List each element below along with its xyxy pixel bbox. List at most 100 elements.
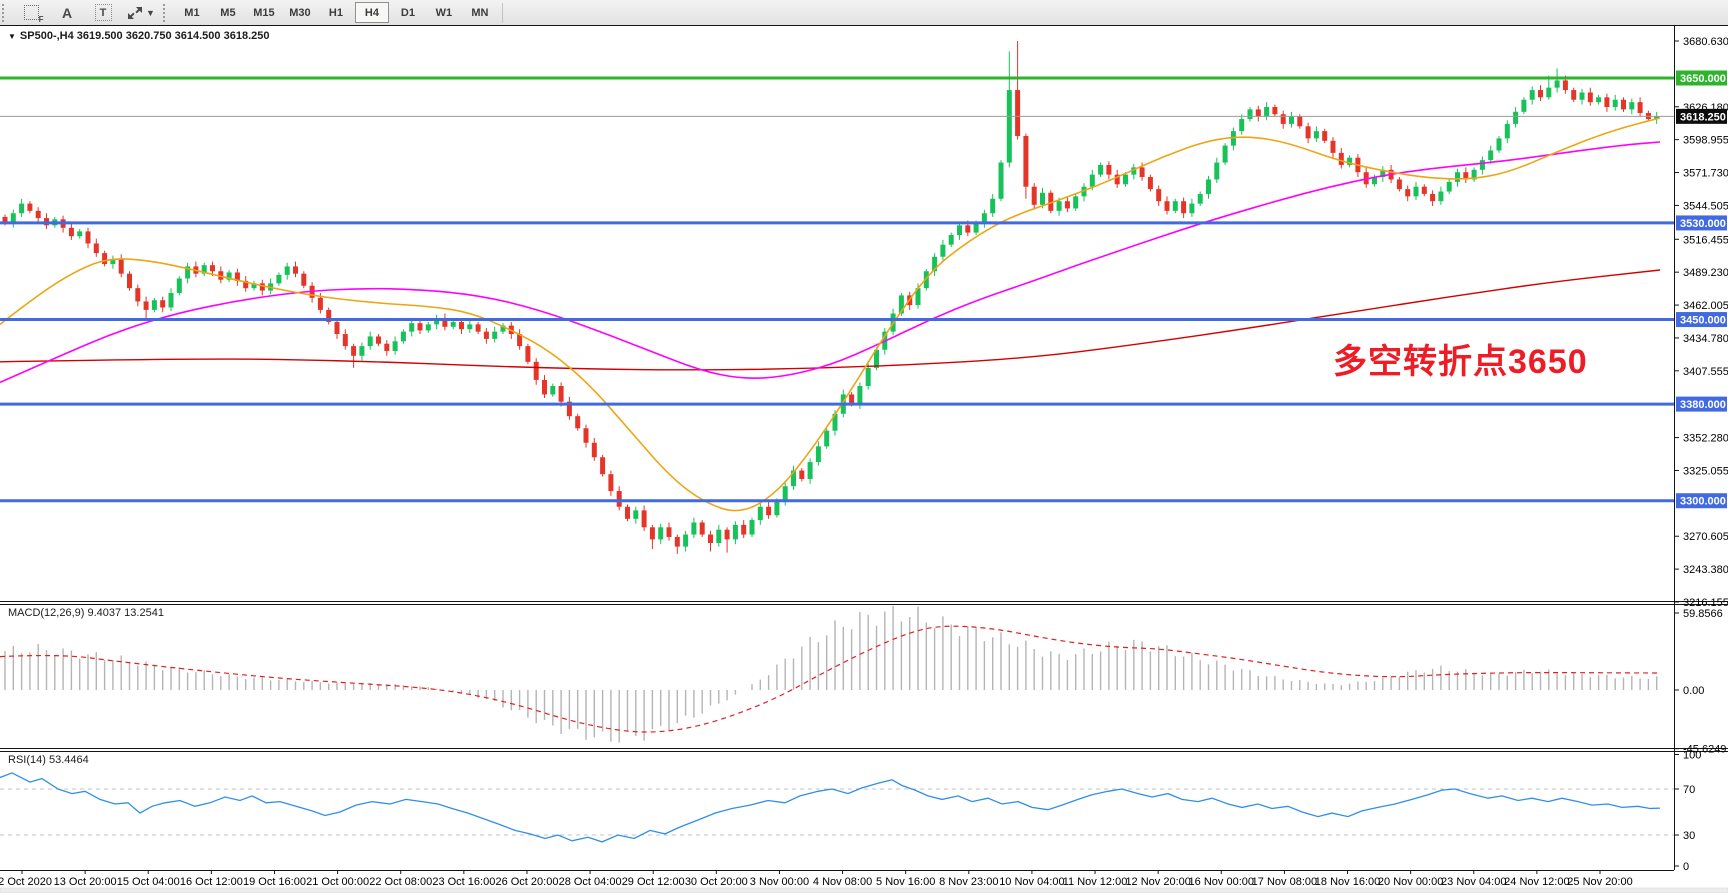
candle-body bbox=[691, 522, 697, 535]
price-tick-label: 3434.780 bbox=[1683, 333, 1728, 345]
price-badge-3530.000 bbox=[1676, 215, 1727, 231]
candle-body bbox=[226, 272, 232, 280]
candle-body bbox=[1513, 111, 1519, 124]
candle-body bbox=[566, 401, 572, 417]
fibonacci-grid-tool-button[interactable]: F bbox=[14, 1, 48, 24]
cursor-arrows-tool-button[interactable]: ▼ bbox=[122, 1, 160, 24]
candle-body bbox=[1040, 192, 1045, 205]
candle-body bbox=[1123, 174, 1128, 185]
timeframe-button-m1[interactable]: M1 bbox=[184, 6, 200, 19]
cursor-arrows-icon bbox=[128, 6, 142, 19]
candle-body bbox=[27, 203, 33, 211]
candle-body bbox=[1156, 189, 1162, 202]
candle-body bbox=[1313, 131, 1319, 139]
time-tick-label: 5 Nov 16:00 bbox=[876, 876, 935, 888]
candle-body bbox=[757, 506, 763, 521]
candle-body bbox=[1305, 126, 1311, 139]
candle-body bbox=[351, 346, 357, 356]
time-tick-label: 3 Nov 00:00 bbox=[750, 876, 809, 888]
timeframe-button-mn[interactable]: MN bbox=[471, 6, 489, 19]
price-tick-label: 3462.005 bbox=[1683, 300, 1728, 312]
candle-body bbox=[981, 213, 987, 223]
toolbar-group-handle[interactable] bbox=[162, 3, 172, 22]
candle-body bbox=[1064, 201, 1070, 209]
candle-body bbox=[176, 278, 182, 293]
candle-body bbox=[284, 266, 290, 275]
timeframe-button-m15[interactable]: M15 bbox=[253, 6, 275, 19]
candle-body bbox=[417, 323, 423, 331]
price-tick-label: 3571.730 bbox=[1683, 168, 1728, 180]
candle-body bbox=[1629, 102, 1635, 110]
toolbar-separator bbox=[501, 2, 503, 23]
candle-body bbox=[558, 385, 564, 402]
time-tick-label: 13 Oct 20:00 bbox=[54, 876, 117, 888]
candle-body bbox=[1172, 201, 1178, 211]
price-badge-text: 3450.000 bbox=[1680, 315, 1726, 327]
candle-body bbox=[517, 334, 523, 347]
candle-body bbox=[1488, 150, 1494, 161]
candle-body bbox=[1479, 160, 1485, 170]
candle-body bbox=[1189, 203, 1195, 214]
time-tick-label: 23 Oct 16:00 bbox=[432, 876, 495, 888]
candle-body bbox=[1413, 186, 1419, 197]
candle-body bbox=[1330, 140, 1336, 153]
candle-body bbox=[459, 321, 464, 330]
chart-toolbar: F A T ▼ M1 M5 M15 M30 H1 H4 D1 W1 MN bbox=[0, 0, 1728, 26]
candle-body bbox=[575, 416, 581, 429]
candle-body bbox=[168, 292, 174, 308]
toolbar-drag-handle[interactable] bbox=[2, 3, 11, 22]
candle-body bbox=[625, 506, 630, 519]
candle-body bbox=[500, 325, 506, 332]
candle-body bbox=[1322, 131, 1328, 141]
ma-mid-magenta bbox=[0, 141, 1661, 384]
text-tool-button[interactable]: A bbox=[50, 1, 84, 24]
candle-body bbox=[716, 529, 722, 543]
time-tick-label: 16 Nov 00:00 bbox=[1189, 876, 1254, 888]
candle-body bbox=[1247, 109, 1253, 120]
time-tick-label: 12 Nov 20:00 bbox=[1125, 876, 1190, 888]
candle-body bbox=[442, 318, 448, 327]
price-tick-label: 3352.280 bbox=[1683, 433, 1728, 445]
time-tick-label: 11 Nov 12:00 bbox=[1063, 876, 1128, 888]
timeframe-button-w1[interactable]: W1 bbox=[435, 6, 453, 19]
candle-body bbox=[1272, 106, 1278, 115]
candle-body bbox=[359, 346, 365, 356]
candle-body bbox=[85, 231, 91, 244]
candle-body bbox=[160, 300, 166, 308]
price-badge-3650.000 bbox=[1676, 70, 1727, 86]
time-tick-label: 22 Oct 08:00 bbox=[369, 876, 432, 888]
candle-body bbox=[1181, 201, 1187, 214]
candle-body bbox=[334, 321, 340, 335]
candle-body bbox=[1554, 80, 1560, 88]
candle-body bbox=[1206, 179, 1211, 194]
price-tick-label: 3243.380 bbox=[1683, 564, 1728, 576]
candle-body bbox=[434, 318, 440, 325]
candle-body bbox=[1579, 92, 1585, 100]
candle-body bbox=[525, 346, 531, 362]
candle-body bbox=[957, 225, 962, 236]
dropdown-triangle-icon[interactable]: ▼ bbox=[8, 32, 16, 41]
macd-scale-label: 0.00 bbox=[1683, 685, 1704, 697]
candle-body bbox=[135, 288, 141, 302]
timeframe-button-m30[interactable]: M30 bbox=[289, 6, 311, 19]
symbol-title[interactable]: ▼ SP500-,H4 3619.500 3620.750 3614.500 36… bbox=[8, 30, 269, 42]
candle-body bbox=[791, 470, 796, 487]
candle-body bbox=[151, 300, 157, 310]
candle-body bbox=[1405, 189, 1411, 197]
candle-body bbox=[1396, 179, 1402, 190]
text-label-tool-button[interactable]: T bbox=[86, 1, 120, 24]
timeframe-button-h1[interactable]: H1 bbox=[328, 6, 343, 19]
candle-body bbox=[467, 324, 473, 330]
rsi-line bbox=[0, 772, 1661, 843]
timeframe-button-m5[interactable]: M5 bbox=[220, 6, 236, 19]
timeframe-button-d1[interactable]: D1 bbox=[400, 6, 415, 19]
symbol-ohlc-text: SP500-,H4 3619.500 3620.750 3614.500 361… bbox=[19, 30, 270, 42]
chart-text-annotation: 多空转折点3650 bbox=[1333, 343, 1588, 381]
fibo-grid-icon: F bbox=[23, 5, 44, 24]
timeframe-button-h4[interactable]: H4 bbox=[354, 2, 389, 23]
candle-body bbox=[1521, 99, 1527, 112]
candle-body bbox=[674, 536, 680, 547]
time-tick-label: 17 Nov 08:00 bbox=[1252, 876, 1317, 888]
